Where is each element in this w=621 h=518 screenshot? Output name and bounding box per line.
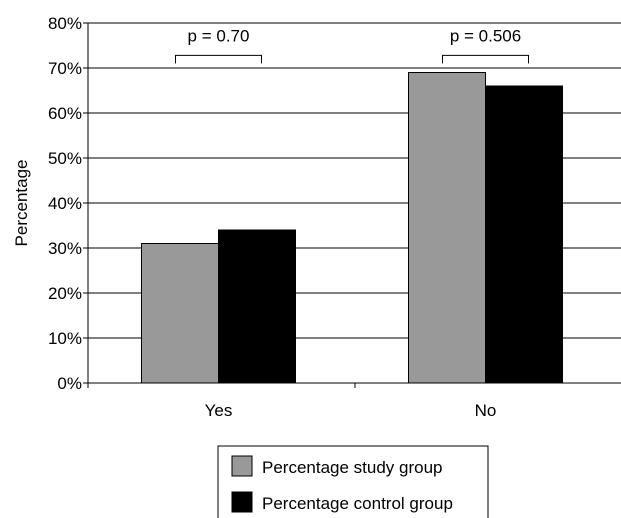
- significance-bracket: [175, 54, 262, 64]
- y-tick-label: 70%: [48, 59, 82, 78]
- x-category-label: No: [475, 401, 497, 420]
- y-tick-label: 50%: [48, 149, 82, 168]
- p-value-label: p = 0.70: [188, 26, 250, 45]
- y-axis-label: Percentage: [12, 160, 31, 247]
- legend: Percentage study group Percentage contro…: [217, 445, 489, 518]
- y-tick-labels: 0% 10% 20% 30% 40% 50% 60% 70% 80%: [48, 14, 82, 393]
- y-tick-label: 0%: [57, 374, 82, 393]
- legend-box: [217, 445, 489, 518]
- legend-swatch-study: [231, 455, 253, 477]
- bar-yes-series-1: [218, 229, 296, 384]
- y-tick-label: 40%: [48, 194, 82, 213]
- legend-label-study: Percentage study group: [262, 458, 443, 477]
- bar-no-series-0: [408, 72, 486, 384]
- legend-label-control: Percentage control group: [262, 494, 453, 513]
- significance-brackets: p = 0.70 p = 0.506: [175, 26, 529, 64]
- y-tick-label: 20%: [48, 284, 82, 303]
- bar-no-series-1: [485, 85, 563, 384]
- axes: [83, 22, 621, 388]
- legend-swatch-control: [231, 491, 253, 513]
- x-category-label: Yes: [205, 401, 233, 420]
- bar-yes-series-0: [141, 243, 219, 384]
- y-tick-label: 60%: [48, 104, 82, 123]
- x-category-labels: Yes No: [205, 401, 497, 420]
- y-tick-label: 80%: [48, 14, 82, 33]
- bars: [141, 72, 563, 384]
- y-tick-label: 10%: [48, 329, 82, 348]
- y-tick-label: 30%: [48, 239, 82, 258]
- p-value-label: p = 0.506: [450, 26, 521, 45]
- significance-bracket: [442, 54, 529, 64]
